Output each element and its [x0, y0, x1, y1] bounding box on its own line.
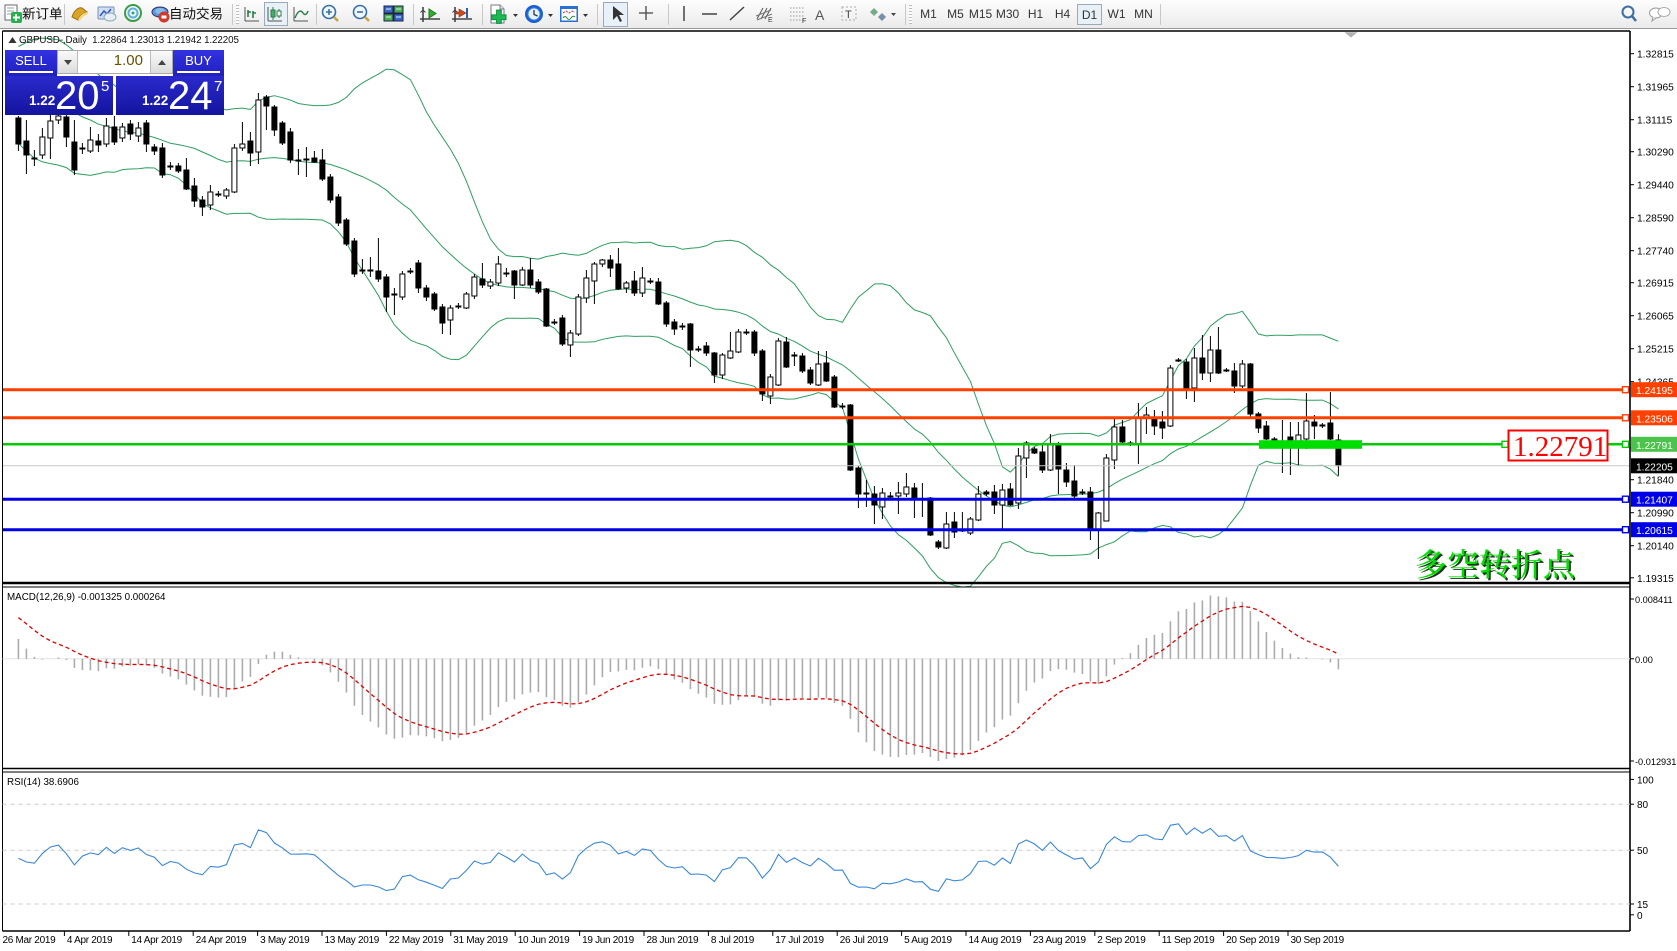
svg-text:1.26065: 1.26065: [1637, 312, 1674, 323]
svg-text:24 Apr 2019: 24 Apr 2019: [196, 935, 247, 946]
svg-text:1.31965: 1.31965: [1637, 83, 1674, 94]
svg-text:T: T: [845, 9, 852, 21]
svg-text:0.00: 0.00: [1635, 655, 1653, 665]
svg-text:1.29440: 1.29440: [1637, 181, 1674, 192]
svg-text:1.20990: 1.20990: [1637, 509, 1674, 520]
svg-text:23 Aug 2019: 23 Aug 2019: [1033, 935, 1087, 946]
svg-text:1.24195: 1.24195: [1636, 386, 1673, 397]
svg-text:15: 15: [1637, 900, 1649, 911]
svg-text:1.22791: 1.22791: [1636, 441, 1673, 452]
svg-text:19 Jun 2019: 19 Jun 2019: [582, 935, 634, 946]
svg-text:31 May 2019: 31 May 2019: [453, 935, 508, 946]
svg-text:1.23506: 1.23506: [1636, 414, 1673, 425]
svg-text:13 May 2019: 13 May 2019: [325, 935, 380, 946]
svg-text:1.27740: 1.27740: [1637, 247, 1674, 258]
svg-text:80: 80: [1637, 800, 1649, 811]
svg-text:1.20615: 1.20615: [1636, 526, 1673, 537]
svg-text:1.31115: 1.31115: [1637, 116, 1673, 127]
svg-text:20 Sep 2019: 20 Sep 2019: [1226, 935, 1280, 946]
svg-text:1.28590: 1.28590: [1637, 214, 1674, 225]
svg-text:-0.012931: -0.012931: [1635, 757, 1676, 767]
svg-text:10 Jun 2019: 10 Jun 2019: [518, 935, 570, 946]
svg-text:2 Sep 2019: 2 Sep 2019: [1097, 935, 1146, 946]
svg-text:26 Jul 2019: 26 Jul 2019: [840, 935, 889, 946]
svg-text:3 May 2019: 3 May 2019: [260, 935, 310, 946]
svg-text:0: 0: [1637, 911, 1643, 922]
svg-text:1.22791: 1.22791: [1513, 431, 1607, 463]
svg-text:1.32815: 1.32815: [1637, 50, 1674, 61]
svg-text:50: 50: [1637, 846, 1649, 857]
svg-text:26 Mar 2019: 26 Mar 2019: [3, 935, 57, 946]
svg-text:5 Aug 2019: 5 Aug 2019: [904, 935, 952, 946]
svg-text:1.20140: 1.20140: [1637, 542, 1674, 553]
svg-text:RSI(14) 38.6906: RSI(14) 38.6906: [7, 777, 79, 788]
svg-text:1.22205: 1.22205: [1636, 462, 1673, 473]
svg-text:4 Apr 2019: 4 Apr 2019: [67, 935, 113, 946]
svg-text:8 Jul 2019: 8 Jul 2019: [711, 935, 755, 946]
svg-text:1.21840: 1.21840: [1637, 476, 1674, 487]
svg-text:MACD(12,26,9) -0.001325 0.0002: MACD(12,26,9) -0.001325 0.000264: [7, 592, 166, 603]
svg-text:11 Sep 2019: 11 Sep 2019: [1162, 935, 1215, 946]
svg-text:1.30290: 1.30290: [1637, 148, 1674, 159]
svg-text:14 Apr 2019: 14 Apr 2019: [131, 935, 182, 946]
svg-text:14 Aug 2019: 14 Aug 2019: [969, 935, 1023, 946]
svg-text:E: E: [768, 17, 773, 24]
svg-text:28 Jun 2019: 28 Jun 2019: [647, 935, 699, 946]
svg-text:1.25215: 1.25215: [1637, 345, 1674, 356]
svg-text:30 Sep 2019: 30 Sep 2019: [1291, 935, 1345, 946]
svg-text:0.008411: 0.008411: [1635, 595, 1673, 605]
svg-text:1.21407: 1.21407: [1636, 496, 1673, 507]
svg-text:F: F: [802, 18, 806, 25]
svg-text:22 May 2019: 22 May 2019: [389, 935, 444, 946]
svg-text:1.26915: 1.26915: [1637, 279, 1674, 290]
svg-text:1.19315: 1.19315: [1637, 574, 1674, 585]
svg-text:17 Jul 2019: 17 Jul 2019: [775, 935, 824, 946]
svg-text:100: 100: [1637, 775, 1654, 786]
